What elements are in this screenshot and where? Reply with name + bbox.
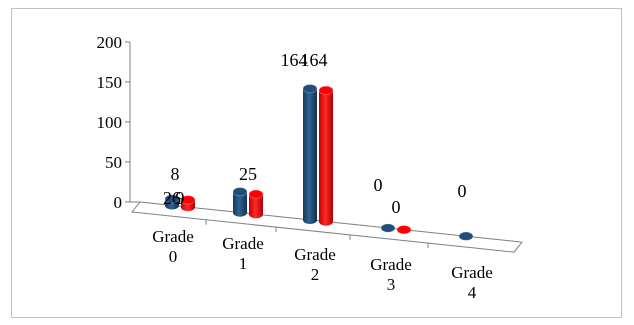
bar-top	[380, 223, 396, 233]
bar-top	[396, 225, 412, 235]
data-label: 26	[163, 188, 181, 208]
data-label: 0	[392, 197, 401, 217]
bar-body	[249, 194, 263, 219]
bar-body	[319, 90, 333, 226]
bar-top	[458, 231, 474, 241]
bar-top	[164, 194, 180, 204]
x-category-label: 4	[468, 283, 477, 302]
x-category-label: Grade	[222, 234, 264, 253]
y-tick-label: 0	[114, 193, 123, 212]
x-category-label: 3	[387, 275, 396, 294]
y-tick-label: 150	[97, 73, 123, 92]
x-category-label: Grade	[294, 245, 336, 264]
bar-top	[302, 83, 318, 94]
bar-top	[318, 85, 334, 96]
bar-body	[233, 191, 247, 217]
x-category-label: 1	[239, 254, 248, 273]
data-label: 25	[239, 164, 257, 184]
data-label: 9	[176, 188, 185, 208]
x-category-label: Grade	[370, 255, 412, 274]
x-category-label: Grade	[451, 263, 493, 282]
y-tick-label: 100	[97, 113, 123, 132]
data-label: 164	[281, 50, 308, 70]
bar-top	[180, 195, 196, 205]
bar-top	[232, 187, 248, 197]
x-category-label: 2	[311, 265, 320, 284]
data-label: 8	[171, 164, 180, 184]
x-category-label: Grade	[152, 227, 194, 246]
bar-body	[303, 88, 317, 225]
y-tick-label: 50	[105, 153, 122, 172]
bar-top	[248, 189, 264, 199]
data-label: 0	[374, 175, 383, 195]
y-tick-label: 200	[97, 33, 123, 52]
data-label: 0	[458, 181, 467, 201]
data-label: 164	[301, 50, 328, 70]
x-category-label: 0	[169, 247, 178, 266]
